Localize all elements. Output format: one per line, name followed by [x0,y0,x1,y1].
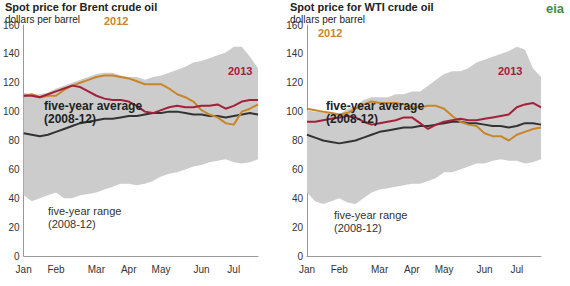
svg-text:100: 100 [3,106,20,117]
svg-text:2013: 2013 [498,65,522,77]
svg-text:dollars per barrel: dollars per barrel [290,14,365,25]
svg-text:five-year range: five-year range [334,209,407,221]
svg-text:Spot price for Brent crude oil: Spot price for Brent crude oil [5,1,157,13]
svg-text:20: 20 [292,222,304,233]
svg-text:May: May [152,264,171,275]
svg-text:120: 120 [3,77,20,88]
svg-text:140: 140 [286,48,303,59]
svg-text:Feb: Feb [331,264,349,275]
svg-text:2012: 2012 [104,15,128,27]
svg-text:Jun: Jun [476,264,492,275]
svg-text:(2008-12): (2008-12) [44,112,96,126]
svg-text:eia: eia [546,1,565,16]
svg-text:100: 100 [286,106,303,117]
svg-text:dollars per barrel: dollars per barrel [5,14,80,25]
svg-text:Apr: Apr [121,264,137,275]
svg-text:140: 140 [3,48,20,59]
svg-text:five-year average: five-year average [44,99,142,113]
svg-text:Mar: Mar [371,264,389,275]
svg-text:(2008-12): (2008-12) [334,222,382,234]
svg-text:0: 0 [297,251,303,262]
svg-text:five-year average: five-year average [326,99,424,113]
svg-text:Spot price for WTI crude oil: Spot price for WTI crude oil [290,1,434,13]
svg-text:2012: 2012 [318,27,342,39]
svg-text:60: 60 [292,164,304,175]
svg-text:Apr: Apr [404,264,420,275]
svg-text:0: 0 [14,251,20,262]
svg-text:Jan: Jan [299,264,315,275]
svg-text:Mar: Mar [88,264,106,275]
svg-text:40: 40 [9,193,21,204]
svg-text:120: 120 [286,77,303,88]
svg-text:40: 40 [292,193,304,204]
svg-text:Jul: Jul [510,264,523,275]
svg-text:Jun: Jun [193,264,209,275]
svg-text:May: May [435,264,454,275]
svg-text:Jan: Jan [16,264,32,275]
svg-text:80: 80 [292,135,304,146]
svg-text:160: 160 [3,19,20,31]
svg-text:(2008-12): (2008-12) [48,218,96,230]
svg-text:Feb: Feb [47,264,65,275]
svg-text:(2008-12): (2008-12) [326,112,378,126]
svg-text:80: 80 [9,135,21,146]
svg-text:60: 60 [9,164,21,175]
svg-text:five-year range: five-year range [48,205,121,217]
svg-text:Jul: Jul [227,264,240,275]
svg-text:160: 160 [286,19,303,31]
svg-text:2013: 2013 [228,65,252,77]
svg-text:20: 20 [9,222,21,233]
